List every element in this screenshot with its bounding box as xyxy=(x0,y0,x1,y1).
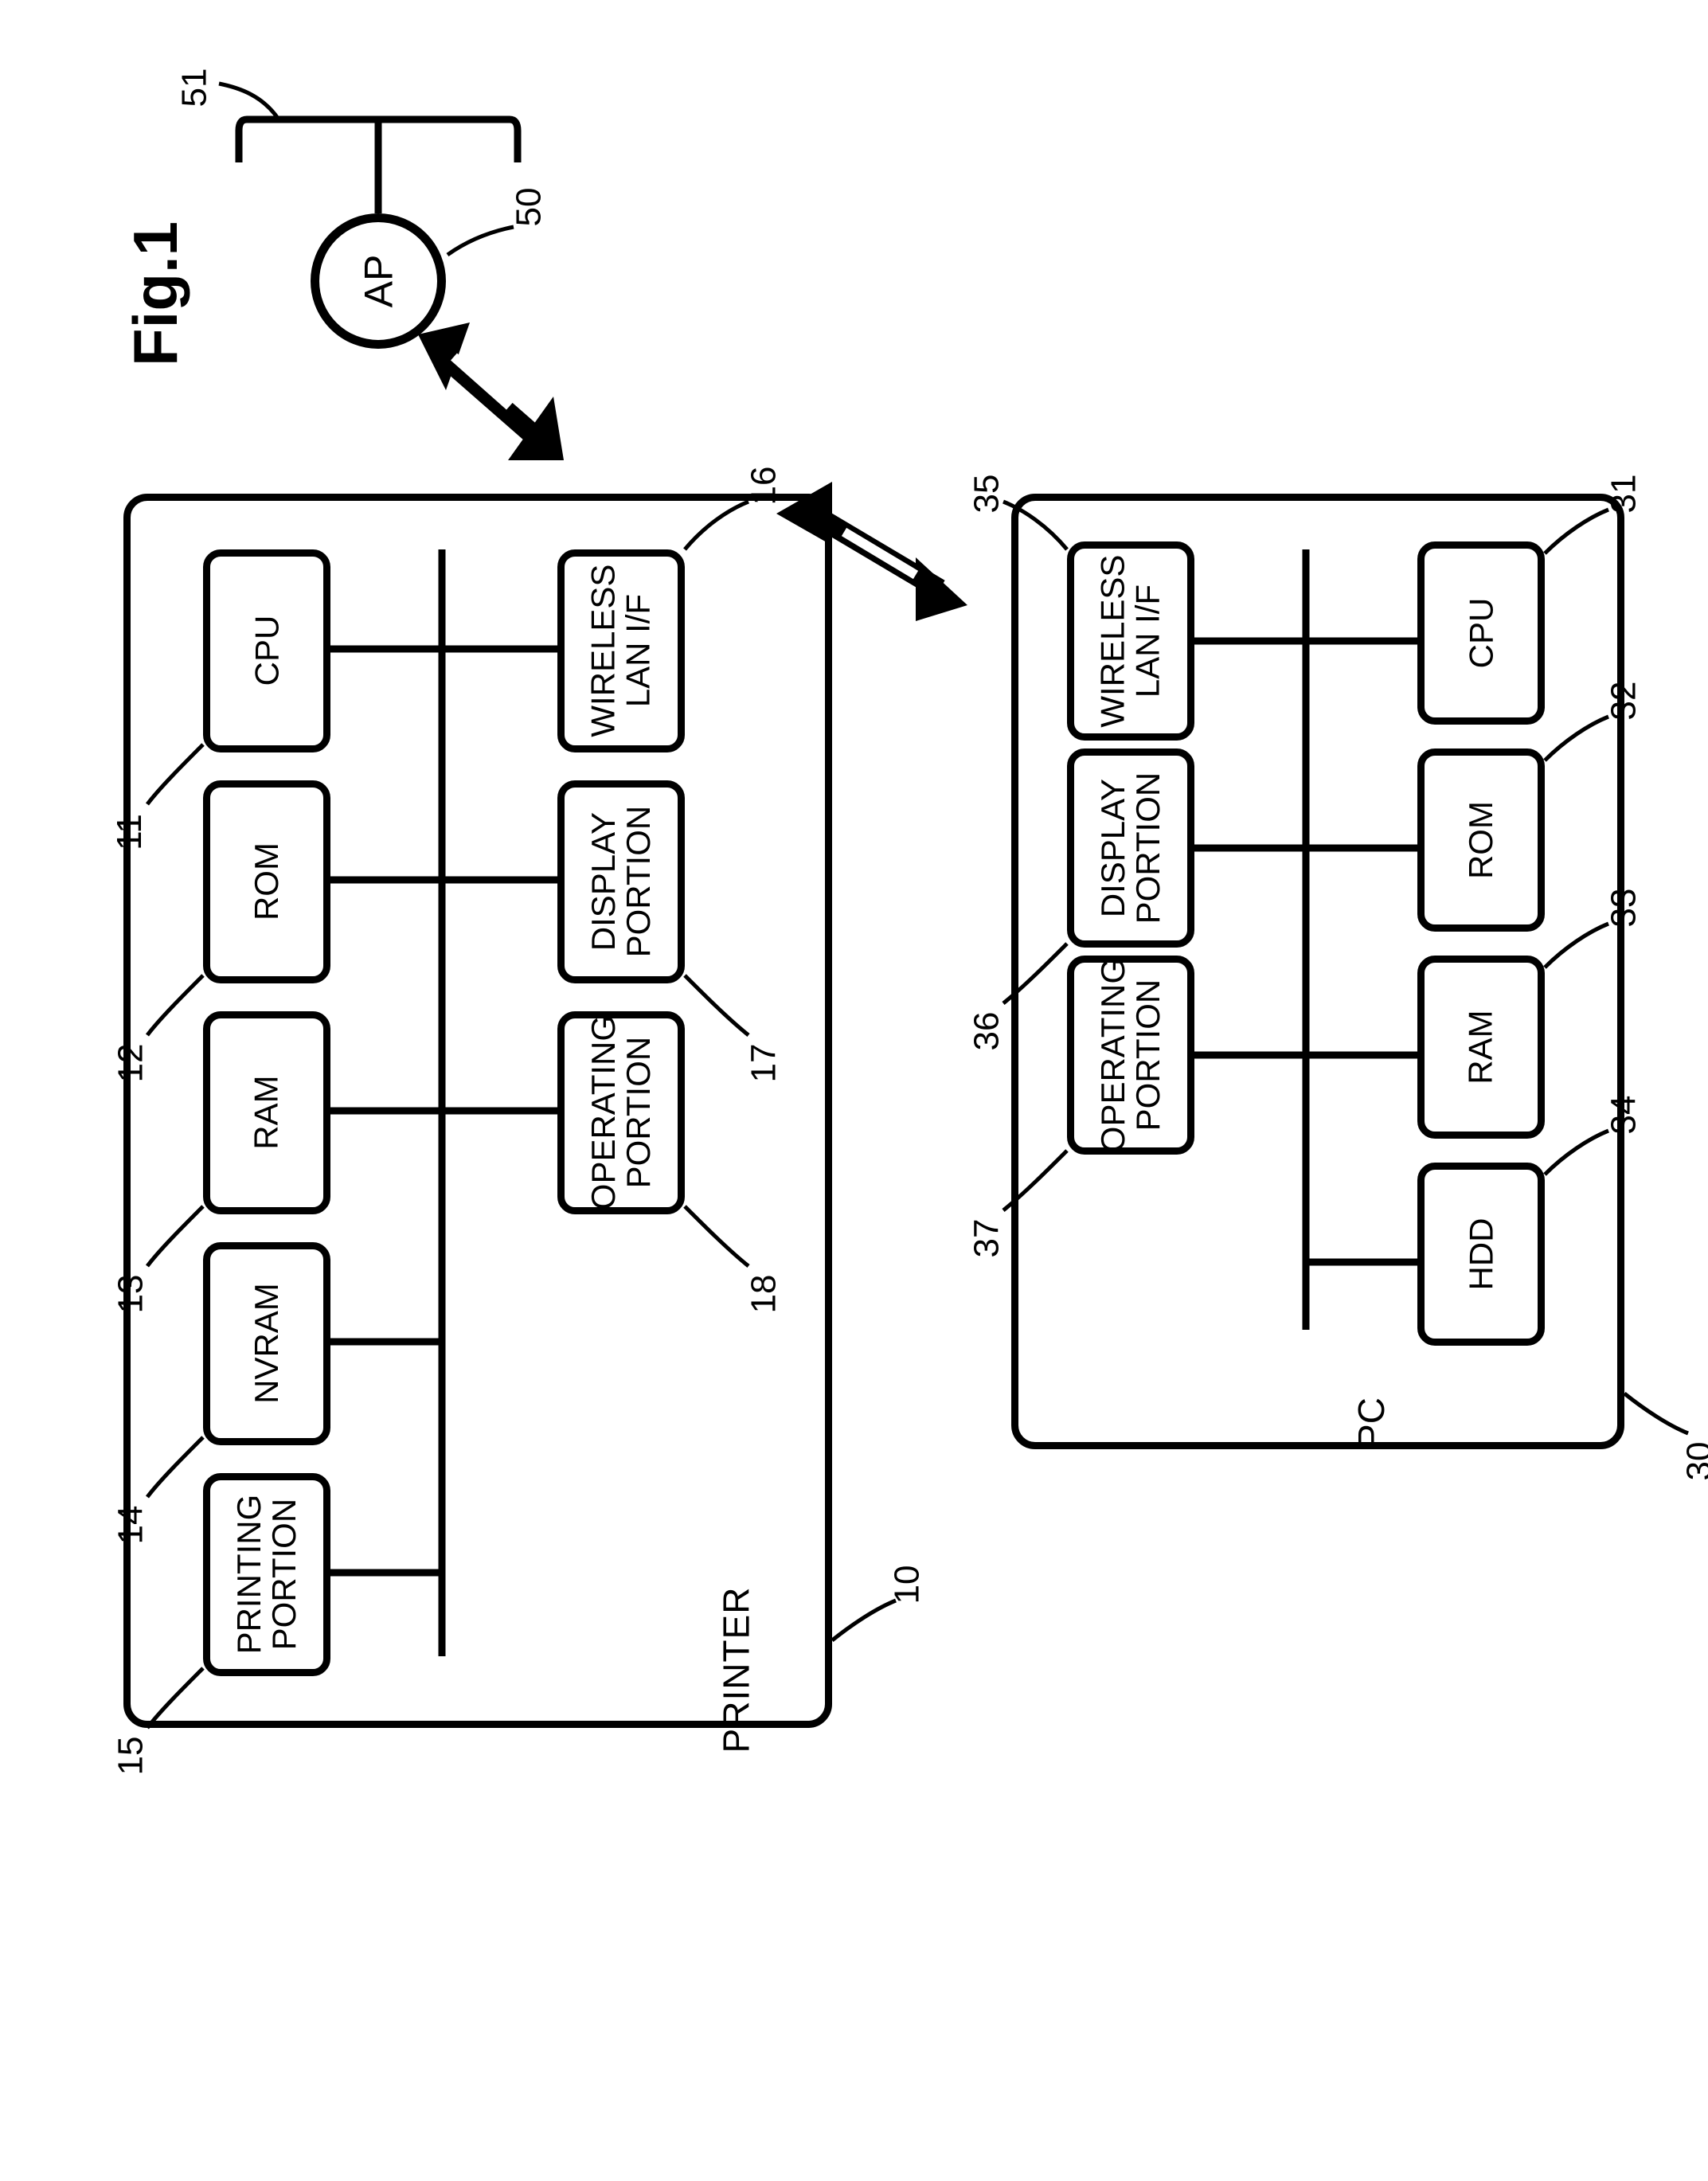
printer-nvram-block: NVRAM xyxy=(203,1242,330,1445)
pc-wlan-block: WIRELESSLAN I/F xyxy=(1067,541,1194,741)
pc-rom-block: ROM xyxy=(1417,748,1545,932)
printer-printing-block: PRINTINGPORTION xyxy=(203,1473,330,1676)
ref-15: 15 xyxy=(111,1737,150,1776)
pc-display-label: DISPLAYPORTION xyxy=(1096,772,1166,924)
pc-ram-label: RAM xyxy=(1464,1010,1499,1084)
ref-18: 18 xyxy=(744,1275,784,1314)
printer-label: PRINTER xyxy=(714,1587,757,1753)
ref-35: 35 xyxy=(967,475,1006,514)
pc-cpu-label: CPU xyxy=(1464,598,1499,669)
ref-17: 17 xyxy=(744,1044,784,1083)
ref-51: 51 xyxy=(174,68,214,107)
printer-operating-block: OPERATINGPORTION xyxy=(557,1011,685,1214)
ref-16: 16 xyxy=(744,467,784,506)
printer-operating-label: OPERATINGPORTION xyxy=(586,1015,656,1210)
ref-32: 32 xyxy=(1604,682,1644,721)
pc-hdd-block: HDD xyxy=(1417,1163,1545,1346)
pc-ram-block: RAM xyxy=(1417,956,1545,1139)
pc-display-block: DISPLAYPORTION xyxy=(1067,748,1194,948)
ref-30: 30 xyxy=(1679,1442,1708,1481)
ref-34: 34 xyxy=(1604,1096,1644,1135)
pc-operating-label: OPERATINGPORTION xyxy=(1096,958,1166,1152)
ref-31: 31 xyxy=(1604,475,1644,514)
printer-nvram-label: NVRAM xyxy=(249,1284,284,1405)
ref-36: 36 xyxy=(967,1012,1006,1051)
printer-wlan-label: WIRELESSLAN I/F xyxy=(586,565,656,737)
ref-13: 13 xyxy=(111,1275,150,1314)
printer-cpu-label: CPU xyxy=(249,616,284,686)
printer-display-block: DISPLAYPORTION xyxy=(557,780,685,983)
printer-ram-block: RAM xyxy=(203,1011,330,1214)
ref-37: 37 xyxy=(967,1219,1006,1258)
ref-33: 33 xyxy=(1604,889,1644,928)
pc-label: PC xyxy=(1350,1397,1393,1448)
pc-rom-label: ROM xyxy=(1464,801,1499,879)
ref-14: 14 xyxy=(111,1506,150,1545)
printer-cpu-block: CPU xyxy=(203,549,330,752)
printer-rom-label: ROM xyxy=(249,843,284,921)
ref-11: 11 xyxy=(110,814,150,850)
printer-display-label: DISPLAYPORTION xyxy=(586,806,656,958)
ap-label: AP xyxy=(355,255,401,308)
printer-rom-block: ROM xyxy=(203,780,330,983)
ref-12: 12 xyxy=(111,1044,150,1083)
ref-10: 10 xyxy=(887,1565,927,1604)
ap-node: AP xyxy=(311,213,446,349)
ref-50: 50 xyxy=(509,188,549,227)
pc-operating-block: OPERATINGPORTION xyxy=(1067,956,1194,1155)
printer-wlan-block: WIRELESSLAN I/F xyxy=(557,549,685,752)
pc-hdd-label: HDD xyxy=(1464,1218,1499,1291)
pc-wlan-label: WIRELESSLAN I/F xyxy=(1096,554,1166,727)
printer-ram-label: RAM xyxy=(249,1076,284,1150)
printer-printing-label: PRINTINGPORTION xyxy=(232,1495,302,1655)
pc-cpu-block: CPU xyxy=(1417,541,1545,725)
